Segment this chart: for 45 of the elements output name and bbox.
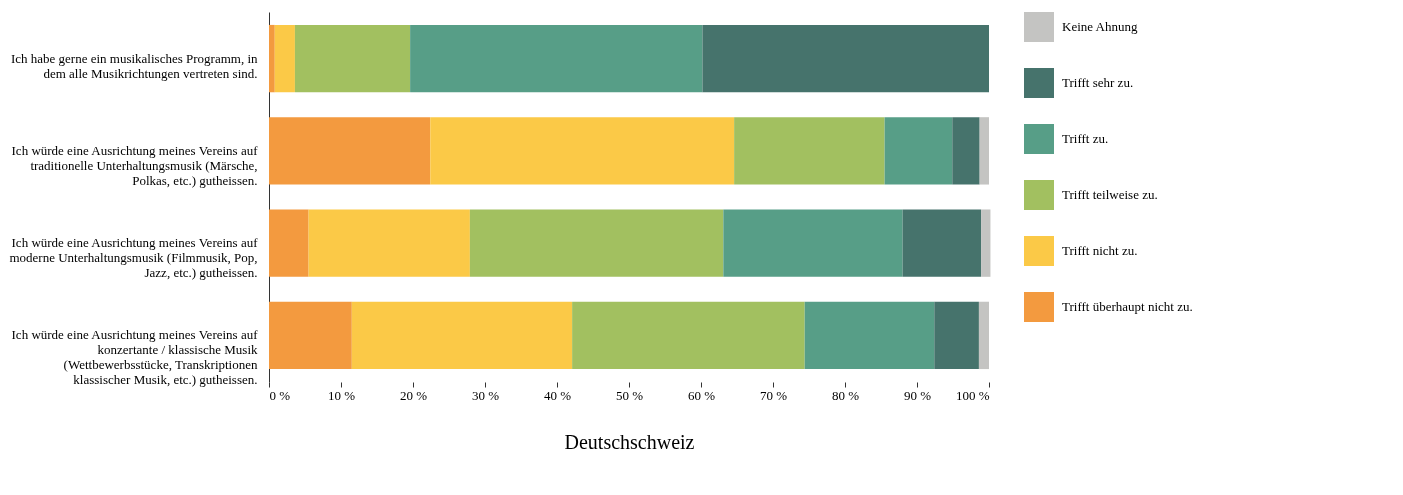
x-tick-label: 90 % <box>903 387 932 403</box>
x-tick-label: 60 % <box>687 387 716 403</box>
legend-label: Keine Ahnung <box>1062 19 1138 34</box>
x-tick-label: 0 % <box>269 387 291 403</box>
bar <box>430 117 735 185</box>
legend-label: Trifft sehr zu. <box>1062 75 1134 90</box>
bar <box>979 117 989 185</box>
bar <box>978 301 989 370</box>
bar <box>269 117 431 185</box>
y-tick-label: Ich habe gerne ein musikalisches Programm, in dem alle Musikrichtungen vertreten sind. <box>10 50 258 81</box>
bar <box>410 24 703 93</box>
bar <box>469 209 724 277</box>
bar <box>269 209 309 277</box>
bar <box>884 117 953 185</box>
bar <box>308 209 470 277</box>
y-tick-label: Ich würde eine Ausrichtung meines Vereins auf konzertante / klassische Musik (Wettbewerbsstücke, Transkriptionen klassischer Musik, etc.) gutheissen. <box>11 327 259 388</box>
bar <box>572 301 805 370</box>
x-tick-label: 80 % <box>831 387 860 403</box>
x-tick-label: 100 % <box>955 387 990 403</box>
bar <box>269 24 275 93</box>
x-tick-label: 20 % <box>399 387 428 403</box>
legend-label: Trifft teilweise zu. <box>1062 187 1158 202</box>
bar <box>351 301 573 370</box>
bar <box>902 209 982 277</box>
y-tick-label: Ich würde eine Ausrichtung meines Vereins auf moderne Unterhaltungsmusik (Filmmusik, Pop, Jazz, etc.) gutheissen. <box>9 235 259 281</box>
x-axis-title: Deutschschweiz <box>564 430 695 453</box>
bar <box>804 301 935 370</box>
bar <box>274 24 295 93</box>
bar <box>952 117 980 185</box>
bar <box>294 24 411 93</box>
x-tick-label: 30 % <box>471 387 500 403</box>
legend-label: Trifft zu. <box>1062 131 1109 146</box>
bar <box>702 24 989 93</box>
bar <box>734 117 885 185</box>
x-tick-label: 10 % <box>327 387 356 403</box>
x-tick-label: 40 % <box>543 387 572 403</box>
x-tick-label: 50 % <box>615 387 644 403</box>
bar <box>981 209 991 277</box>
x-tick-label: 70 % <box>759 387 788 403</box>
bar <box>269 301 352 370</box>
bar <box>723 209 903 277</box>
legend-label: Trifft überhaupt nicht zu. <box>1062 299 1193 314</box>
legend-label: Trifft nicht zu. <box>1062 243 1138 258</box>
bar <box>934 301 979 370</box>
y-tick-label: Ich würde eine Ausrichtung meines Vereins auf traditionelle Unterhaltungsmusik (Märsche, Polkas, etc.) gutheissen. <box>11 142 259 188</box>
